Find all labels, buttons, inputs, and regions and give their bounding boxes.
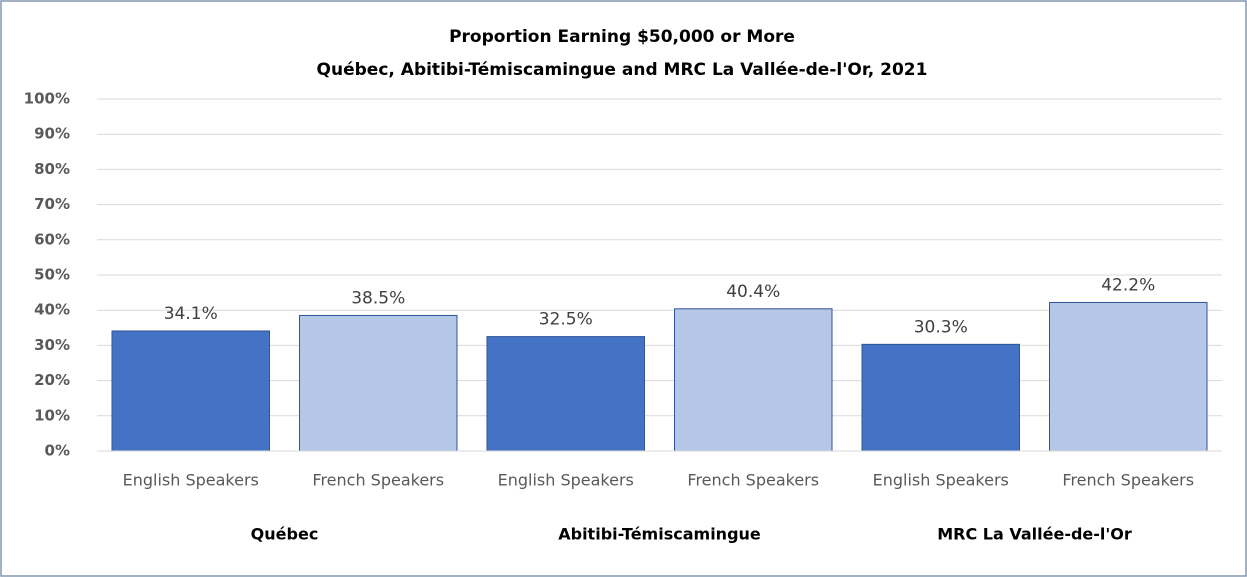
bar (674, 308, 833, 452)
value-label: 40.4% (726, 282, 780, 302)
value-label: 42.2% (1101, 275, 1155, 295)
chart-subtitle: Québec, Abitibi-Témiscamingue and MRC La… (317, 60, 928, 80)
bar (861, 343, 1020, 452)
x-tick-label: English Speakers (873, 471, 1009, 490)
y-tick-label: 50% (34, 266, 70, 284)
group-label: MRC La Vallée-de-l'Or (937, 525, 1132, 544)
chart-title: Proportion Earning $50,000 or More (449, 27, 795, 47)
y-tick-label: 90% (34, 125, 70, 143)
x-tick-label: English Speakers (498, 471, 634, 490)
y-tick-label: 40% (34, 301, 70, 319)
x-tick-label: French Speakers (312, 471, 444, 490)
bar (1049, 301, 1208, 452)
group-label: Abitibi-Témiscamingue (558, 525, 761, 544)
value-label: 38.5% (351, 288, 405, 308)
value-label: 34.1% (164, 304, 218, 324)
y-tick-label: 60% (34, 230, 70, 248)
y-tick-label: 70% (34, 195, 70, 213)
y-tick-label: 100% (24, 90, 70, 108)
x-tick-label: French Speakers (1062, 471, 1194, 490)
x-tick-label: English Speakers (123, 471, 259, 490)
bar (486, 336, 645, 452)
bar (111, 330, 270, 452)
y-tick-label: 80% (34, 160, 70, 178)
y-tick-label: 30% (34, 336, 70, 354)
y-tick-label: 10% (34, 406, 70, 424)
value-label: 32.5% (539, 310, 593, 330)
value-label: 30.3% (914, 317, 968, 337)
group-label: Québec (251, 525, 319, 544)
x-tick-label: French Speakers (687, 471, 819, 490)
y-tick-label: 20% (34, 371, 70, 389)
bar (299, 314, 458, 452)
y-tick-label: 0% (45, 442, 70, 460)
